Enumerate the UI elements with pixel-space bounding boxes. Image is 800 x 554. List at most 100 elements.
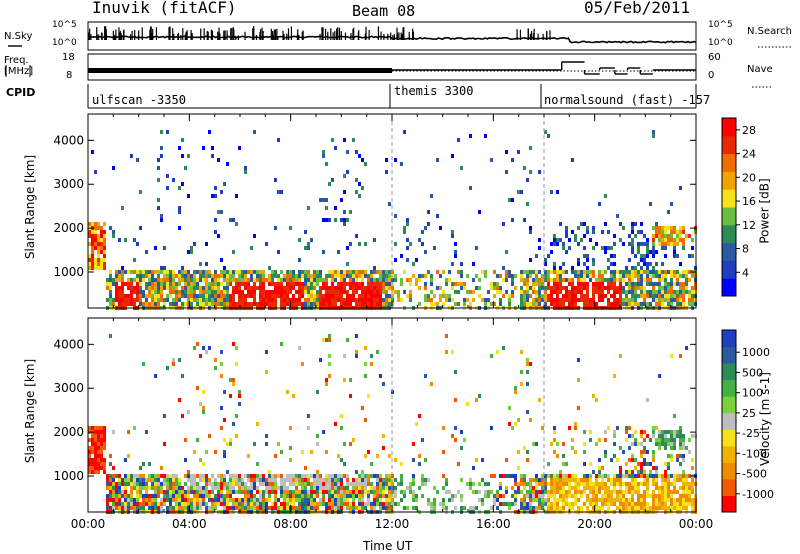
echo-cell xyxy=(496,282,499,286)
echo-cell xyxy=(430,298,433,302)
echo-cell xyxy=(223,290,226,294)
echo-cell xyxy=(493,302,496,306)
echo-cell xyxy=(658,282,661,286)
echo-cell xyxy=(661,506,664,510)
echo-cell xyxy=(562,478,565,482)
echo-cell xyxy=(253,494,256,498)
echo-cell xyxy=(184,474,187,478)
echo-cell xyxy=(226,494,229,498)
echo-cell xyxy=(655,466,658,470)
echo-cell xyxy=(664,282,667,286)
echo-cell xyxy=(307,270,310,274)
echo-cell xyxy=(466,402,469,406)
echo-cell xyxy=(577,498,580,502)
echo-cell xyxy=(631,242,634,246)
echo-cell xyxy=(103,434,106,438)
echo-cell xyxy=(514,274,517,278)
echo-cell xyxy=(559,490,562,494)
echo-cell xyxy=(97,238,100,242)
echo-cell xyxy=(223,390,226,394)
echo-cell xyxy=(586,482,589,486)
echo-cell xyxy=(664,442,667,446)
echo-cell xyxy=(193,498,196,502)
nsky-trace xyxy=(87,26,697,44)
y-tick-label: 4000 xyxy=(53,133,84,147)
echo-cell xyxy=(463,286,466,290)
echo-cell xyxy=(322,154,325,158)
echo-cell xyxy=(550,502,553,506)
echo-cell xyxy=(667,490,670,494)
echo-cell xyxy=(322,494,325,498)
echo-cell xyxy=(244,166,247,170)
echo-cell xyxy=(571,270,574,274)
echo-cell xyxy=(592,262,595,266)
echo-cell xyxy=(109,290,112,294)
echo-cell xyxy=(505,250,508,254)
echo-cell xyxy=(406,238,409,242)
echo-cell xyxy=(115,486,118,490)
echo-cell xyxy=(595,398,598,402)
echo-cell xyxy=(229,478,232,482)
echo-cell xyxy=(520,290,523,294)
echo-cell xyxy=(559,470,562,474)
echo-cell xyxy=(346,494,349,498)
echo-cell xyxy=(664,486,667,490)
echo-cell xyxy=(604,194,607,198)
echo-cell xyxy=(127,430,130,434)
echo-cell xyxy=(607,502,610,506)
echo-cell xyxy=(124,294,127,298)
echo-cell xyxy=(337,274,340,278)
echo-cell xyxy=(553,438,556,442)
echo-cell xyxy=(328,494,331,498)
cpid-segment-label: ulfscan -3350 xyxy=(92,93,186,107)
echo-cell xyxy=(157,290,160,294)
echo-cell xyxy=(688,294,691,298)
echo-cell xyxy=(274,178,277,182)
echo-cell xyxy=(568,426,571,430)
echo-cell xyxy=(613,274,616,278)
echo-cell xyxy=(334,286,337,290)
echo-cell xyxy=(262,278,265,282)
echo-cell xyxy=(193,298,196,302)
echo-cell xyxy=(496,350,499,354)
echo-cell xyxy=(520,274,523,278)
echo-cell xyxy=(253,474,256,478)
echo-cell xyxy=(637,482,640,486)
power-colorbar-label: Power [dB] xyxy=(757,178,772,244)
echo-cell xyxy=(169,494,172,498)
echo-cell xyxy=(274,498,277,502)
echo-cell xyxy=(601,474,604,478)
echo-cell xyxy=(214,482,217,486)
echo-cell xyxy=(175,482,178,486)
echo-cell xyxy=(673,474,676,478)
echo-cell xyxy=(385,274,388,278)
echo-cell xyxy=(163,498,166,502)
echo-cell xyxy=(139,270,142,274)
echo-cell xyxy=(235,490,238,494)
echo-cell xyxy=(595,474,598,478)
echo-cell xyxy=(214,358,217,362)
echo-cell xyxy=(352,286,355,290)
echo-cell xyxy=(190,478,193,482)
echo-cell xyxy=(112,298,115,302)
echo-cell xyxy=(88,234,91,238)
echo-cell xyxy=(643,278,646,282)
echo-cell xyxy=(637,442,640,446)
echo-cell xyxy=(661,486,664,490)
echo-cell xyxy=(370,302,373,306)
echo-cell xyxy=(154,506,157,510)
echo-cell xyxy=(313,294,316,298)
echo-cell xyxy=(559,482,562,486)
echo-cell xyxy=(556,482,559,486)
echo-cell xyxy=(301,294,304,298)
echo-cell xyxy=(631,226,634,230)
echo-cell xyxy=(646,290,649,294)
echo-cell xyxy=(448,490,451,494)
echo-cell xyxy=(595,242,598,246)
echo-cell xyxy=(544,290,547,294)
echo-cell xyxy=(505,274,508,278)
echo-cell xyxy=(145,274,148,278)
echo-cell xyxy=(331,302,334,306)
echo-cell xyxy=(361,286,364,290)
echo-cell xyxy=(244,490,247,494)
